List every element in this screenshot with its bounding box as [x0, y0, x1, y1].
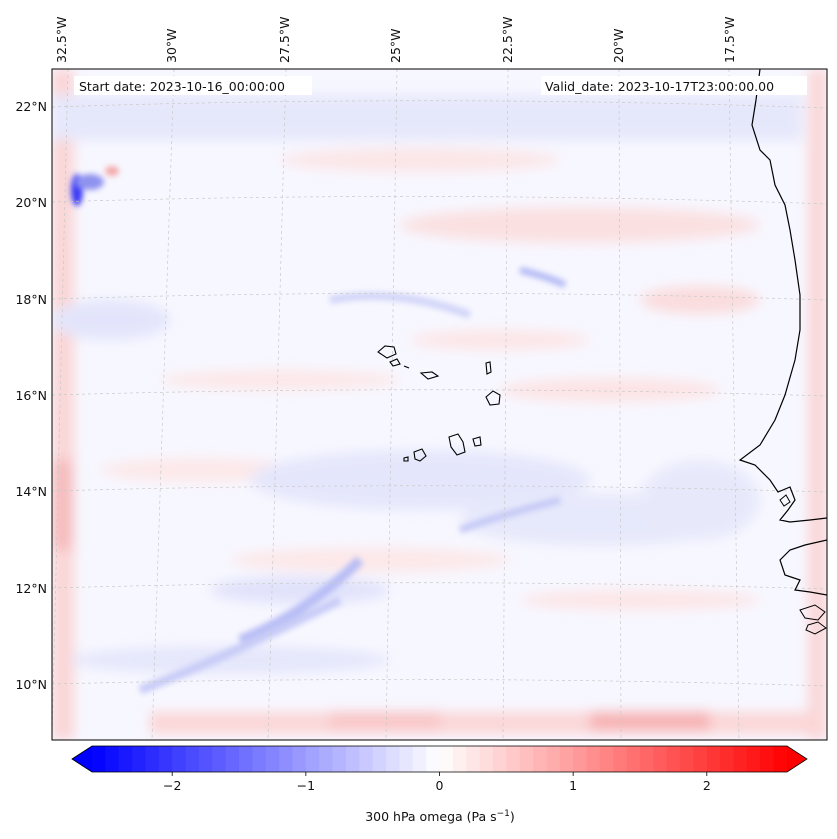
latitude-labels: 22°N 20°N 18°N 16°N 14°N 12°N 10°N: [15, 99, 47, 692]
colorbar-cell: [466, 746, 481, 772]
colorbar-cell: [773, 746, 788, 772]
colorbar-cell: [185, 746, 200, 772]
colorbar-cells: [92, 746, 788, 772]
colorbar-cell: [559, 746, 574, 772]
colorbar-cell: [613, 746, 628, 772]
lon-label: 20°W: [611, 28, 626, 63]
cape-verde-islands: [377, 345, 501, 462]
colorbar-cell: [399, 746, 414, 772]
colorbar-cell: [252, 746, 267, 772]
colorbar-cell: [720, 746, 735, 772]
colorbar-cell: [158, 746, 173, 772]
colorbar-ticks: −2 −1 0 1 2: [163, 772, 711, 793]
lon-label: 25°W: [388, 28, 403, 63]
colorbar-cell: [292, 746, 307, 772]
colorbar-cell: [733, 746, 748, 772]
lat-label: 22°N: [15, 99, 47, 114]
colorbar-tick-label: 2: [703, 778, 711, 793]
colorbar-tick-label: 1: [569, 778, 577, 793]
start-date-label: Start date: 2023-10-16_00:00:00: [79, 79, 285, 94]
lat-label: 18°N: [15, 292, 47, 307]
omega-field: [52, 69, 827, 740]
colorbar-cell: [239, 746, 253, 772]
colorbar-cell: [359, 746, 374, 772]
colorbar-cell: [225, 746, 240, 772]
colorbar-cell: [573, 746, 588, 772]
lon-label: 22.5°W: [500, 17, 515, 63]
colorbar-cell: [305, 746, 320, 772]
colorbar-cell: [439, 746, 454, 772]
colorbar-low-extend: [72, 746, 92, 772]
colorbar-cell: [132, 746, 147, 772]
colorbar-cell: [680, 746, 695, 772]
lat-label: 20°N: [15, 195, 47, 210]
colorbar-cell: [92, 746, 106, 772]
colorbar-cell: [198, 746, 213, 772]
lon-label: 32.5°W: [54, 17, 69, 63]
colorbar: −2 −1 0 1 2 300 hPa omega (Pa s−1): [71, 745, 808, 824]
lon-label: 27.5°W: [277, 17, 292, 63]
guinea-bissau-coast: [779, 539, 827, 596]
graticule: [52, 69, 827, 740]
lon-label: 17.5°W: [722, 17, 737, 63]
colorbar-cell: [145, 746, 160, 772]
colorbar-cell: [546, 746, 561, 772]
lat-label: 12°N: [15, 581, 47, 596]
colorbar-cell: [452, 746, 467, 772]
colorbar-cell: [626, 746, 641, 772]
colorbar-cell: [265, 746, 280, 772]
valid-date-label: Valid_date: 2023-10-17T23:00:00.00: [545, 79, 774, 94]
lat-label: 16°N: [15, 388, 47, 403]
colorbar-cell: [279, 746, 294, 772]
colorbar-cell: [386, 746, 401, 772]
colorbar-cell: [372, 746, 387, 772]
colorbar-cell: [639, 746, 654, 772]
lon-label: 30°W: [164, 28, 179, 63]
colorbar-cell: [332, 746, 347, 772]
colorbar-tick-label: 0: [436, 778, 444, 793]
colorbar-cell: [412, 746, 427, 772]
africa-coastline: [738, 69, 827, 523]
colorbar-cell: [172, 746, 187, 772]
start-date-box: [74, 76, 312, 95]
colorbar-cell: [345, 746, 360, 772]
colorbar-cell: [706, 746, 721, 772]
colorbar-high-extend: [787, 746, 807, 772]
colorbar-cell: [746, 746, 761, 772]
colorbar-cell: [533, 746, 548, 772]
colorbar-label: 300 hPa omega (Pa s−1): [365, 809, 515, 824]
colorbar-cell: [118, 746, 133, 772]
lat-label: 10°N: [15, 677, 47, 692]
colorbar-cell: [105, 746, 120, 772]
colorbar-cell: [492, 746, 507, 772]
colorbar-outline: [71, 745, 808, 773]
colorbar-cell: [599, 746, 614, 772]
colorbar-cell: [760, 746, 775, 772]
map-frame: [51, 68, 828, 741]
colorbar-cell: [666, 746, 681, 772]
colorbar-cell: [426, 746, 441, 772]
lat-label: 14°N: [15, 484, 47, 499]
colorbar-tick-label: −2: [163, 778, 181, 793]
colorbar-cell: [653, 746, 668, 772]
valid-date-box: [541, 76, 807, 95]
colorbar-tick-label: −1: [297, 778, 315, 793]
longitude-labels: 32.5°W 30°W 27.5°W 25°W 22.5°W 20°W 17.5…: [54, 17, 737, 63]
colorbar-cell: [506, 746, 521, 772]
colorbar-cell: [519, 746, 534, 772]
colorbar-cell: [586, 746, 601, 772]
colorbar-cell: [693, 746, 708, 772]
colorbar-cell: [319, 746, 334, 772]
colorbar-cell: [212, 746, 227, 772]
colorbar-cell: [479, 746, 494, 772]
